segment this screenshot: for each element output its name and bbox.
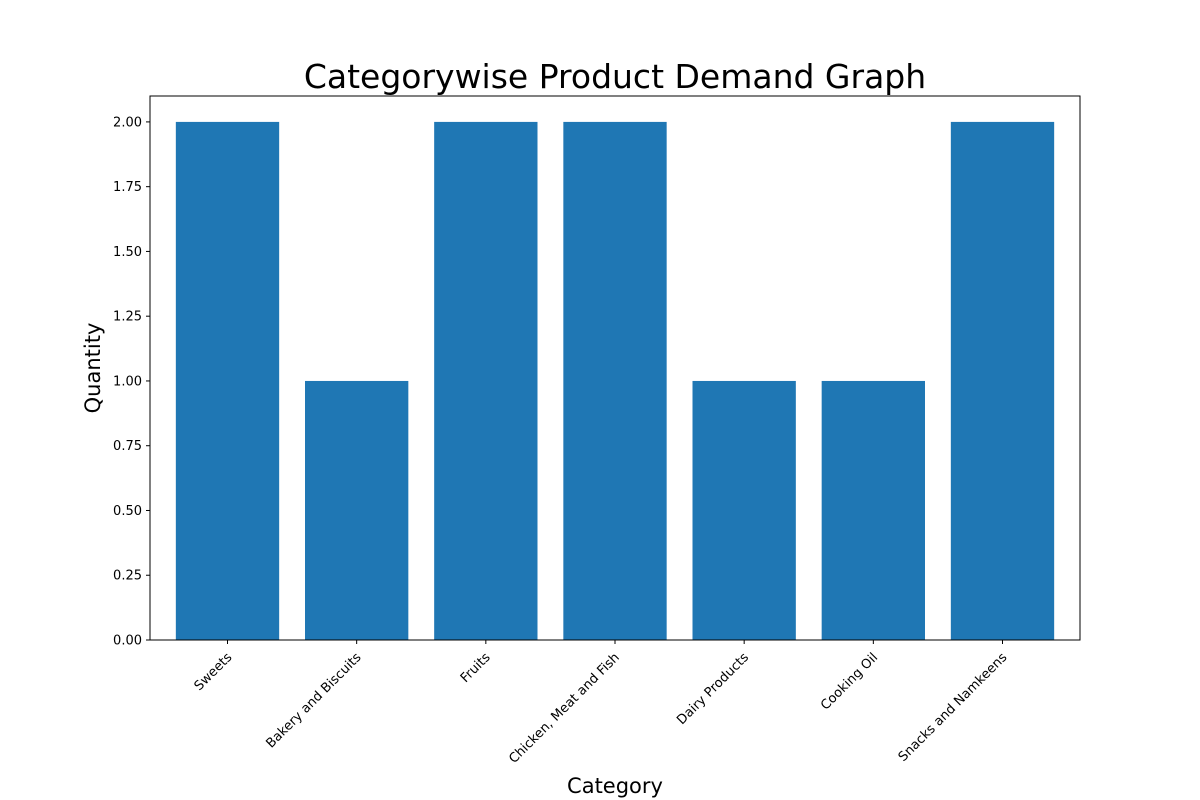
y-axis-label: Quantity: [81, 323, 105, 414]
y-tick-label: 1.75: [113, 180, 142, 195]
y-tick-label: 1.50: [113, 245, 142, 260]
chart-title: Categorywise Product Demand Graph: [304, 57, 926, 96]
y-tick-label: 0.50: [113, 504, 142, 519]
x-tick-label: Chicken, Meat and Fish: [506, 650, 623, 767]
bar: [434, 121, 538, 640]
y-tick-label: 1.25: [113, 310, 142, 325]
bar: [563, 121, 667, 640]
y-tick-label: 2.00: [113, 115, 142, 130]
x-tick-label: Sweets: [192, 650, 236, 694]
x-tick-label: Bakery and Biscuits: [263, 650, 364, 751]
y-tick-label: 0.75: [113, 439, 142, 454]
plot-frame: [149, 95, 1081, 641]
x-tick-label: Dairy Products: [674, 650, 752, 728]
bar: [305, 380, 409, 640]
bar: [950, 121, 1055, 640]
y-tick-label: 0.25: [113, 569, 142, 584]
bar: [692, 380, 796, 640]
y-tick-label: 0.00: [113, 634, 142, 649]
x-axis-label: Category: [567, 774, 663, 798]
x-tick-label: Snacks and Namkeens: [896, 650, 1011, 765]
plot-area: 0.00 0.25 0.50 0.75 1.00 1.25 1.50 1.75 2.00 Swee…: [113, 95, 1081, 767]
x-tick-label: Fruits: [458, 650, 494, 686]
bar: [821, 380, 925, 640]
y-tick-label: 1.00: [113, 374, 142, 389]
bar: [175, 121, 280, 640]
x-tick-label: Cooking Oil: [818, 650, 881, 713]
